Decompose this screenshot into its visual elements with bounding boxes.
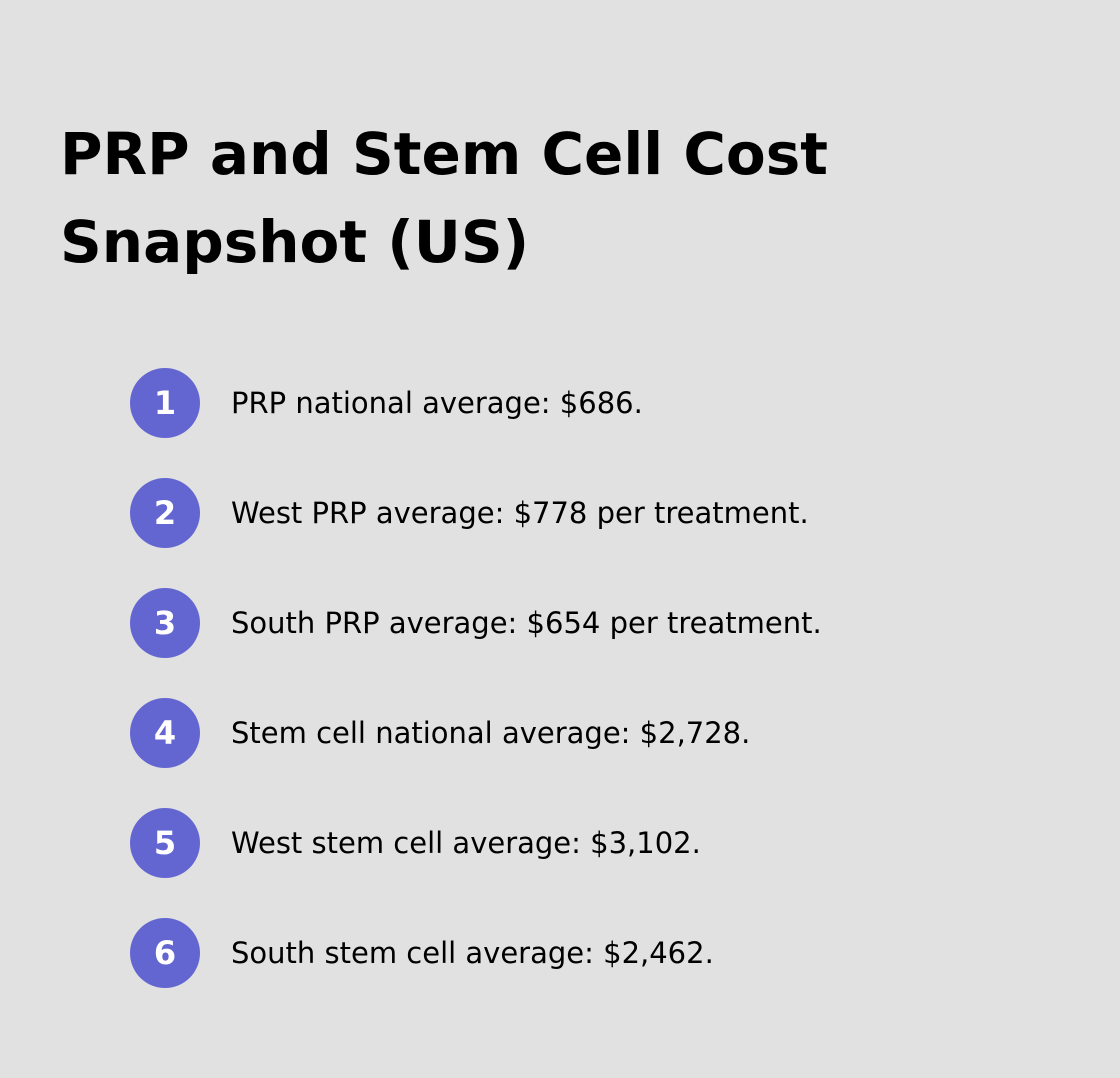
list-item: 1 PRP national average: $686. [130, 368, 822, 438]
list-item: 4 Stem cell national average: $2,728. [130, 698, 822, 768]
number-badge: 5 [130, 808, 200, 878]
item-text: PRP national average: $686. [231, 386, 643, 420]
page-title: PRP and Stem Cell Cost Snapshot (US) [60, 120, 828, 276]
item-text: Stem cell national average: $2,728. [231, 716, 751, 750]
number-badge: 1 [130, 368, 200, 438]
item-text: South PRP average: $654 per treatment. [231, 606, 822, 640]
list-item: 5 West stem cell average: $3,102. [130, 808, 822, 878]
cost-list: 1 PRP national average: $686. 2 West PRP a… [130, 368, 822, 1028]
number-badge: 2 [130, 478, 200, 548]
number-badge: 4 [130, 698, 200, 768]
list-item: 6 South stem cell average: $2,462. [130, 918, 822, 988]
item-text: South stem cell average: $2,462. [231, 936, 714, 970]
number-badge: 3 [130, 588, 200, 658]
list-item: 2 West PRP average: $778 per treatment. [130, 478, 822, 548]
item-text: West PRP average: $778 per treatment. [231, 496, 809, 530]
item-text: West stem cell average: $3,102. [231, 826, 701, 860]
number-badge: 6 [130, 918, 200, 988]
list-item: 3 South PRP average: $654 per treatment. [130, 588, 822, 658]
